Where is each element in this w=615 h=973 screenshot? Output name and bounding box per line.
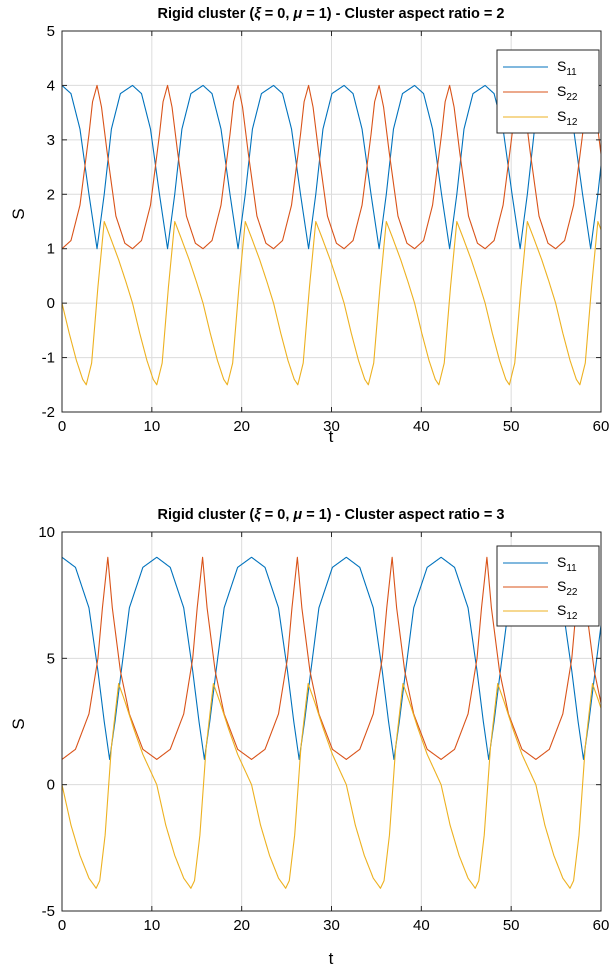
y-tick-label: 3 bbox=[47, 132, 55, 149]
chart-2-x-axis-label: t bbox=[329, 949, 334, 968]
series-line-s11 bbox=[61, 84, 602, 250]
y-tick-label: 2 bbox=[47, 186, 55, 203]
y-tick-label: 10 bbox=[38, 524, 55, 541]
series-line-s12 bbox=[61, 683, 602, 889]
x-tick-label: 50 bbox=[503, 917, 520, 934]
y-tick-label: 0 bbox=[47, 777, 55, 794]
x-tick-label: 50 bbox=[503, 418, 520, 435]
chart-1-x-tick-labels: 0 10 20 30 40 50 60 bbox=[58, 418, 610, 435]
y-tick-label: 4 bbox=[47, 77, 55, 94]
x-tick-label: 40 bbox=[413, 418, 430, 435]
x-tick-label: 60 bbox=[593, 917, 610, 934]
chart-2-title: Rigid cluster (ξ = 0, μ = 1) - Cluster a… bbox=[158, 507, 505, 523]
chart-1-title: Rigid cluster (ξ = 0, μ = 1) - Cluster a… bbox=[158, 6, 505, 22]
chart-2-legend-label-s12: S12 bbox=[557, 602, 578, 622]
x-tick-label: 40 bbox=[413, 917, 430, 934]
chart-2-y-axis-label: S bbox=[9, 718, 28, 729]
series-line-s22 bbox=[61, 556, 602, 760]
x-tick-label: 10 bbox=[143, 418, 160, 435]
chart-2-legend-box bbox=[496, 545, 600, 627]
chart-1-legend: S11 S22 S12 bbox=[496, 49, 600, 134]
chart-1-y-tick-labels: -2 -1 0 1 2 3 4 5 bbox=[42, 23, 55, 421]
y-tick-label: -1 bbox=[42, 350, 55, 367]
series-line-s12 bbox=[61, 220, 602, 386]
chart-2: Rigid cluster (ξ = 0, μ = 1) - Cluster a… bbox=[9, 507, 609, 968]
x-tick-label: 20 bbox=[233, 917, 250, 934]
chart-1-series-lines bbox=[61, 84, 602, 386]
chart-2-ticks bbox=[61, 531, 602, 912]
chart-1-y-axis-label: S bbox=[9, 208, 28, 219]
chart-2-x-tick-labels: 0 10 20 30 40 50 60 bbox=[58, 917, 610, 934]
x-tick-label: 30 bbox=[323, 418, 340, 435]
y-tick-label: 1 bbox=[47, 241, 55, 258]
chart-1-legend-label-s12: S12 bbox=[557, 108, 578, 128]
y-tick-label: 5 bbox=[47, 650, 55, 667]
x-tick-label: 0 bbox=[58, 917, 66, 934]
x-tick-label: 0 bbox=[58, 418, 66, 435]
x-tick-label: 60 bbox=[593, 418, 610, 435]
y-tick-label: 0 bbox=[47, 295, 55, 312]
chart-2-legend-label-s11: S11 bbox=[557, 554, 577, 574]
x-tick-label: 30 bbox=[323, 917, 340, 934]
x-tick-label: 20 bbox=[233, 418, 250, 435]
chart-2-legend-label-s22: S22 bbox=[557, 578, 578, 598]
y-tick-label: -5 bbox=[42, 903, 55, 920]
x-tick-label: 10 bbox=[143, 917, 160, 934]
y-tick-label: 5 bbox=[47, 23, 55, 40]
chart-1-x-axis-label: t bbox=[329, 427, 334, 446]
chart-1-legend-label-s22: S22 bbox=[557, 83, 578, 103]
chart-1-legend-label-s11: S11 bbox=[557, 58, 577, 78]
chart-2-y-tick-labels: -5 0 5 10 bbox=[38, 524, 55, 920]
chart-1: Rigid cluster (ξ = 0, μ = 1) - Cluster a… bbox=[9, 6, 609, 446]
series-line-s22 bbox=[61, 84, 602, 250]
y-tick-label: -2 bbox=[42, 404, 55, 421]
chart-2-legend: S11 S22 S12 bbox=[496, 545, 600, 627]
